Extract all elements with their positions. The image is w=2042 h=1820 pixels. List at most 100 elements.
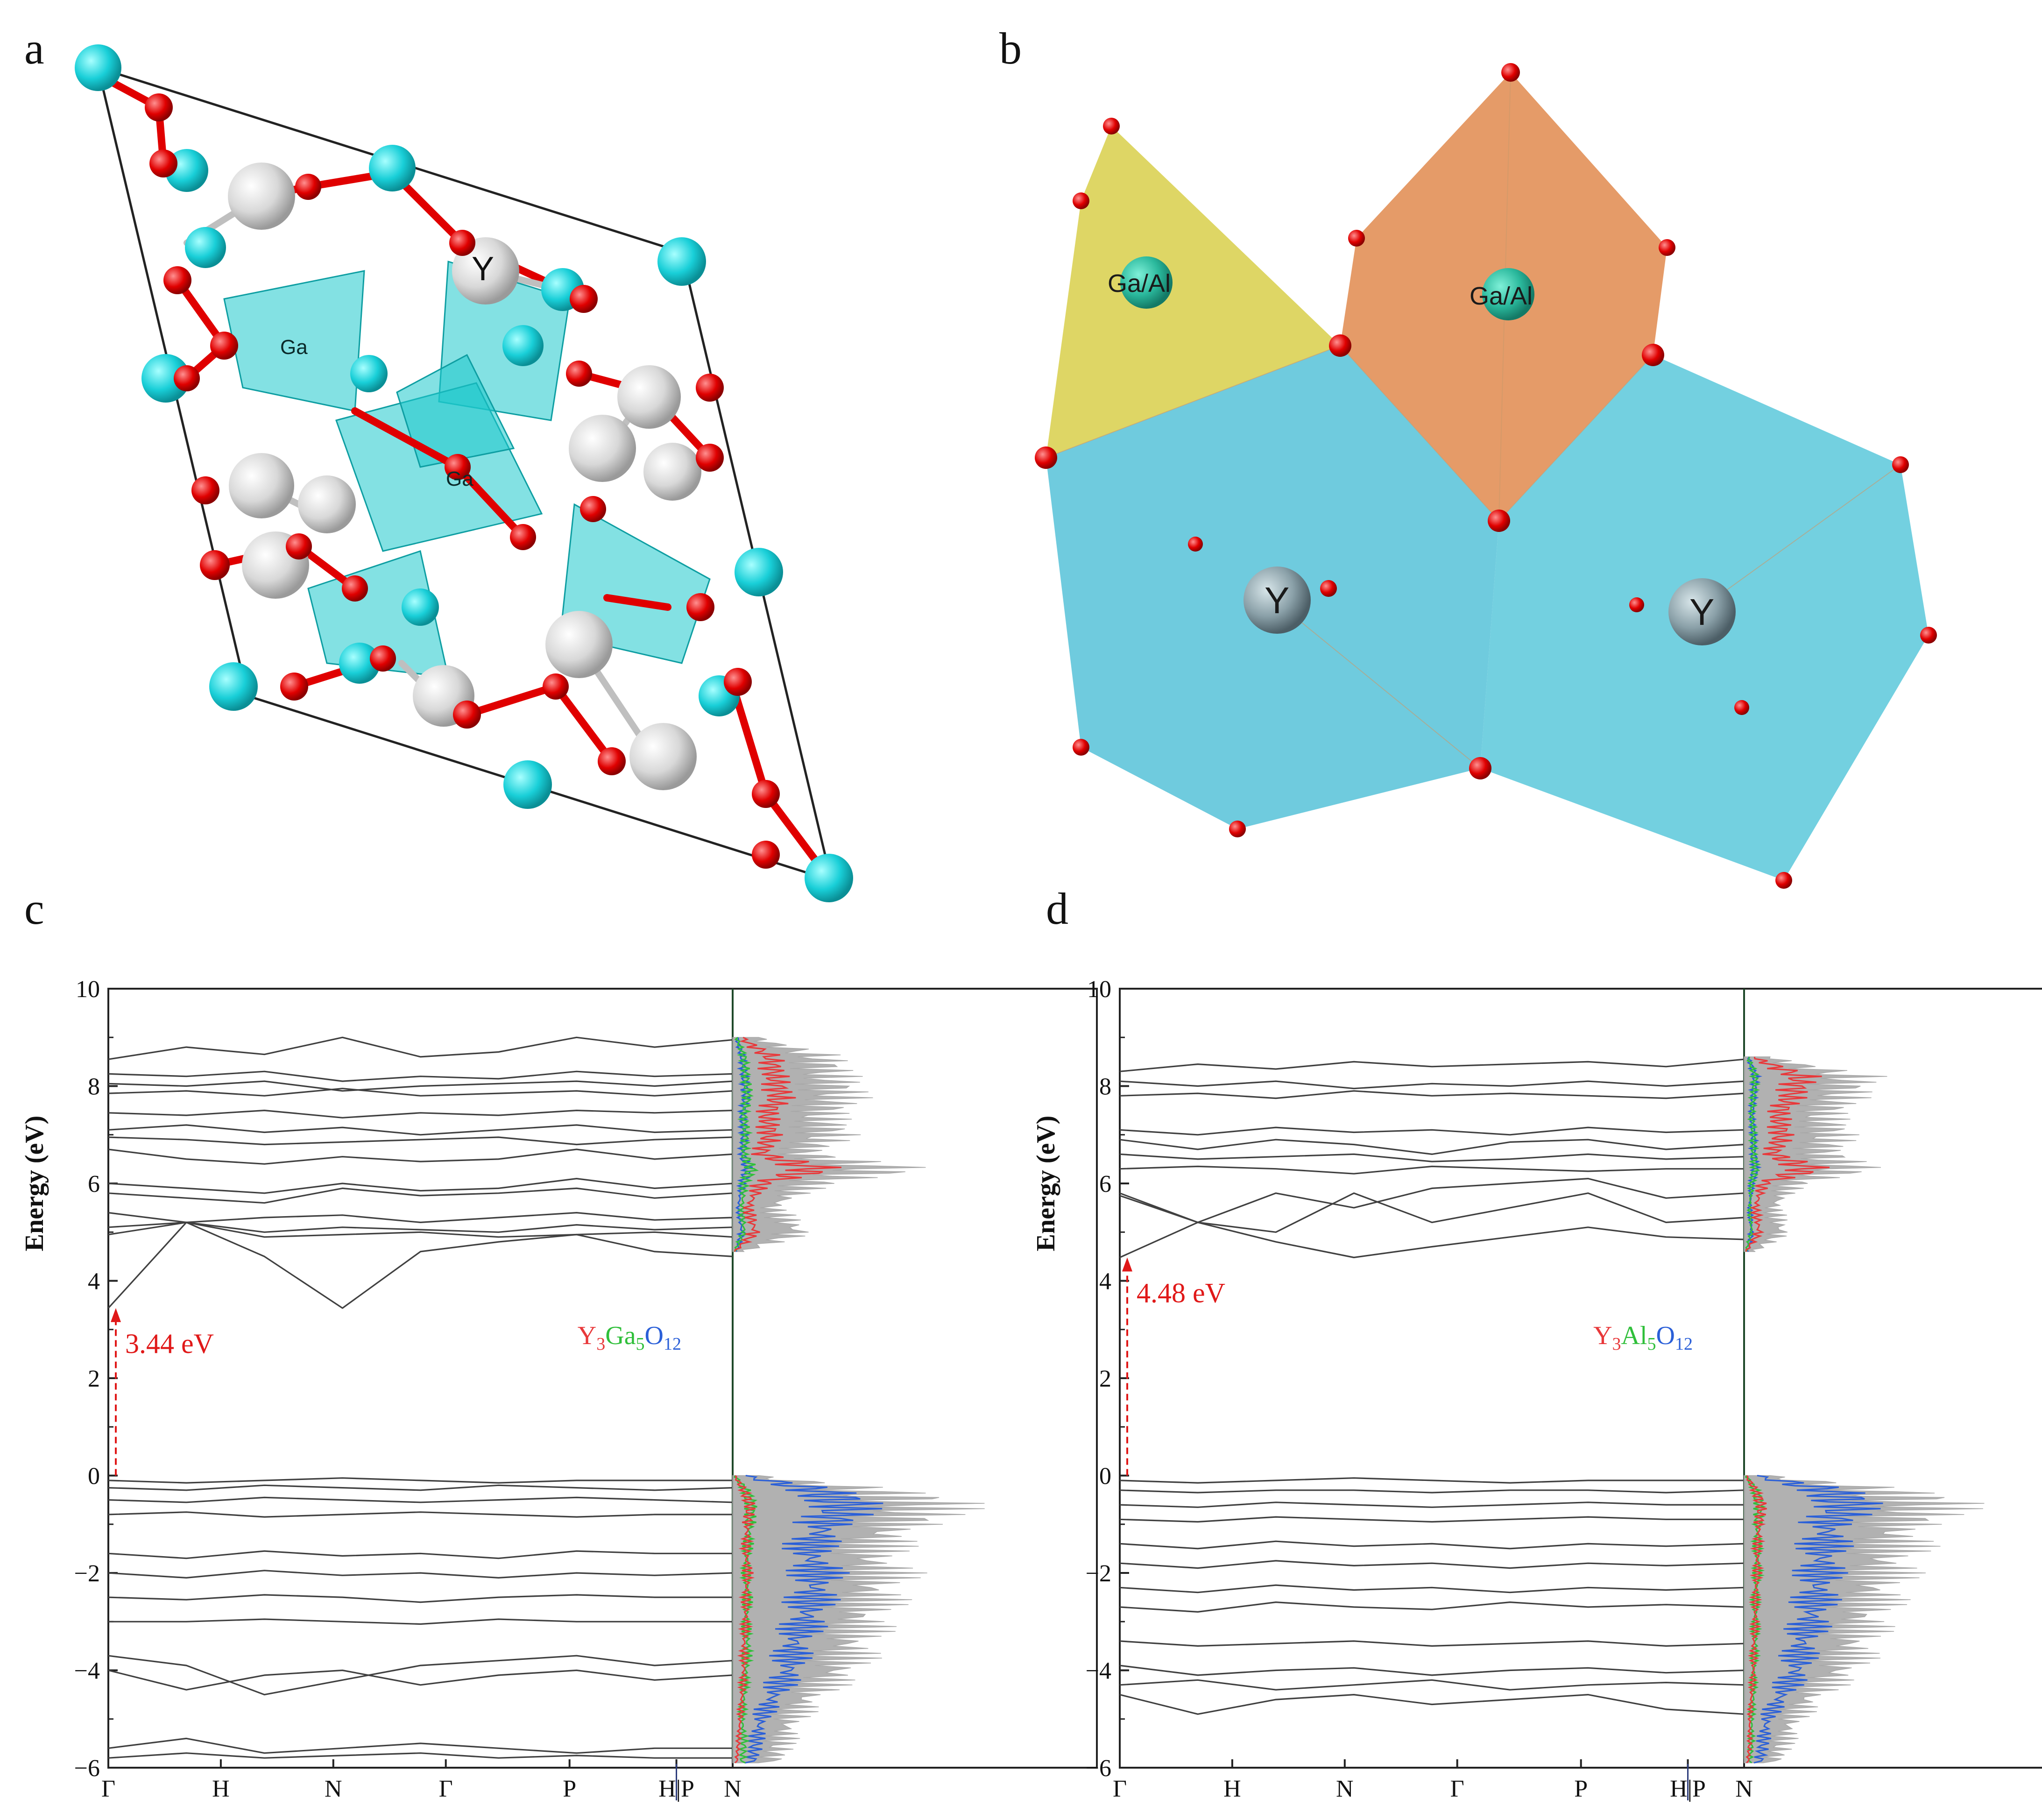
formula-element: Y <box>1593 1321 1612 1350</box>
valence-band <box>108 1618 733 1625</box>
conduction-band <box>108 1148 733 1165</box>
valence-band <box>1119 1560 1745 1569</box>
formula-subscript: 3 <box>596 1334 605 1354</box>
y-tick-label: 10 <box>1087 976 1111 1003</box>
k-point-label: P <box>563 1776 576 1802</box>
gaal-atom-left <box>1120 256 1173 309</box>
conduction-band <box>1119 1126 1745 1136</box>
dos-y <box>1745 1475 1767 1763</box>
conduction-band <box>108 1070 733 1082</box>
k-point-label: Γ <box>1450 1776 1464 1802</box>
plot-frame <box>1119 988 2042 1769</box>
valence-band <box>108 1737 733 1754</box>
y-tick-label: 6 <box>1099 1171 1111 1197</box>
dos-y <box>734 1036 841 1252</box>
formula-subscript: 5 <box>1647 1334 1656 1354</box>
y-tick-label: −2 <box>1086 1560 1111 1587</box>
dos-ga <box>1745 1475 1766 1763</box>
valence-band <box>108 1484 733 1491</box>
k-point-label: P <box>1574 1776 1588 1802</box>
valence-band <box>1119 1489 1745 1494</box>
valence-band <box>1119 1516 1744 1523</box>
k-point-label: N <box>1336 1776 1354 1802</box>
valence-band <box>108 1669 733 1691</box>
valence-band <box>1119 1640 1745 1647</box>
valence-band <box>1119 1601 1745 1613</box>
valence-band <box>108 1594 733 1603</box>
band-gap-label: 4.48 eV <box>1137 1277 1225 1308</box>
conduction-band <box>1119 1153 1745 1162</box>
valence-band <box>1119 1501 1744 1508</box>
dos-o <box>1745 1056 1763 1252</box>
k-point-label: Γ <box>1113 1776 1127 1802</box>
conduction-band <box>108 1136 733 1146</box>
dos-o <box>1753 1475 1883 1764</box>
label-y-left: Y <box>1265 580 1289 621</box>
yellow-tetrahedron <box>1046 126 1340 458</box>
formula-element: Y <box>578 1321 596 1350</box>
valence-band <box>108 1570 733 1579</box>
conduction-band <box>107 1221 733 1309</box>
valence-band <box>1119 1477 1744 1484</box>
panel-letter-b: b <box>999 23 1022 73</box>
conduction-band <box>108 1080 733 1092</box>
y-tick-label: 10 <box>76 976 100 1003</box>
valence-band <box>1119 1664 1745 1676</box>
compound-formula: Y3Al5O12 <box>1593 1321 1693 1354</box>
formula-element: Al <box>1621 1321 1647 1350</box>
valence-band <box>1119 1540 1745 1550</box>
valence-band <box>108 1655 733 1696</box>
valence-band <box>1119 1679 1745 1691</box>
panel-a-structure: Ga Ga Y <box>75 44 853 902</box>
k-point-label: H <box>1223 1776 1241 1802</box>
k-point-label: Γ <box>101 1776 115 1802</box>
formula-element: O <box>1656 1321 1675 1350</box>
valence-band <box>1119 1694 1745 1715</box>
label-y: Y <box>472 250 494 288</box>
valence-band <box>108 1752 733 1759</box>
formula-subscript: 3 <box>1612 1334 1621 1354</box>
y-axis-label: Energy (eV) <box>1032 1116 1060 1252</box>
y-tick-label: 0 <box>1099 1463 1111 1490</box>
y-tick-label: 4 <box>88 1268 100 1295</box>
conduction-band <box>108 1221 733 1233</box>
panel-letter-c: c <box>24 884 44 934</box>
panel-letter-a: a <box>24 23 44 73</box>
y-tick-label: −6 <box>74 1755 100 1782</box>
dos-o <box>734 1037 753 1252</box>
gaal-atom-right <box>1482 268 1534 320</box>
formula-element: Ga <box>605 1321 636 1350</box>
formula-subscript: 12 <box>1675 1334 1693 1354</box>
y-axis-label: Energy (eV) <box>20 1116 49 1252</box>
dos-o <box>744 1475 883 1764</box>
dos-total <box>1744 1475 1985 1763</box>
y-tick-label: −2 <box>74 1560 100 1587</box>
y-tick-label: −4 <box>74 1658 100 1685</box>
k-point-label: Γ <box>439 1776 453 1802</box>
conduction-band <box>1119 1139 1745 1155</box>
label-ga-center: Ga <box>446 467 473 490</box>
panel-letter-d: d <box>1046 884 1068 934</box>
formula-element: O <box>645 1321 664 1350</box>
y-atom-right <box>1668 578 1736 645</box>
label-ga-top: Ga <box>280 336 308 359</box>
y-tick-label: 4 <box>1099 1268 1111 1295</box>
conduction-band <box>1119 1192 1745 1233</box>
ga-atoms <box>75 44 853 902</box>
y-tick-label: 2 <box>1099 1366 1111 1392</box>
band-gap-arrowhead <box>111 1308 121 1322</box>
conduction-band <box>108 1110 733 1119</box>
conduction-band <box>108 1124 733 1136</box>
conduction-band <box>108 1178 733 1194</box>
valence-band <box>1119 1584 1745 1593</box>
band-gap-arrowhead <box>1122 1257 1132 1272</box>
o-atoms <box>145 93 780 869</box>
conduction-band <box>1119 1221 1745 1259</box>
conduction-band <box>1119 1165 1744 1175</box>
valence-band <box>108 1477 733 1484</box>
conduction-band <box>1119 1080 1745 1090</box>
y-tick-label: −4 <box>1086 1658 1111 1685</box>
conduction-band <box>108 1212 733 1223</box>
formula-subscript: 12 <box>664 1334 681 1354</box>
